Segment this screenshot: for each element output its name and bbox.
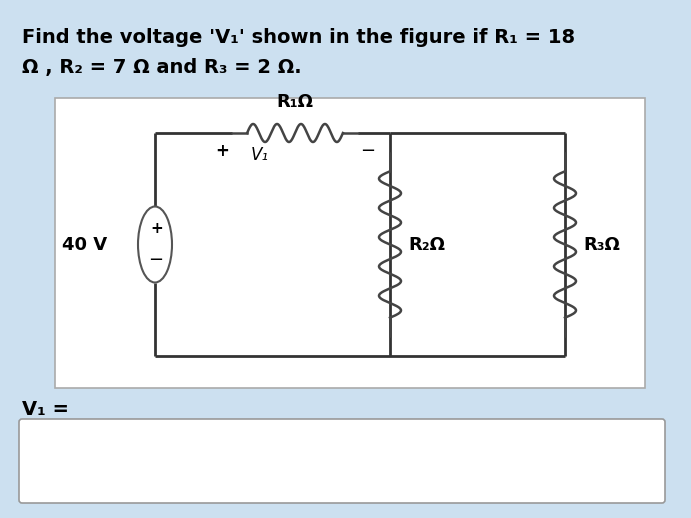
Text: R₂Ω: R₂Ω [408,236,445,253]
Text: +: + [215,142,229,160]
Text: −: − [149,252,164,269]
Text: −: − [361,142,376,160]
Text: R₃Ω: R₃Ω [583,236,620,253]
FancyBboxPatch shape [19,419,665,503]
Ellipse shape [138,207,172,282]
Text: V₁ =: V₁ = [22,400,69,419]
Text: 40 V: 40 V [62,236,107,253]
Text: +: + [151,221,163,236]
Text: Ω , R₂ = 7 Ω and R₃ = 2 Ω.: Ω , R₂ = 7 Ω and R₃ = 2 Ω. [22,58,302,77]
Text: Find the voltage 'V₁' shown in the figure if R₁ = 18: Find the voltage 'V₁' shown in the figur… [22,28,575,47]
Text: R₁Ω: R₁Ω [276,93,314,111]
Text: V₁: V₁ [251,146,269,164]
Bar [55,98,645,388]
